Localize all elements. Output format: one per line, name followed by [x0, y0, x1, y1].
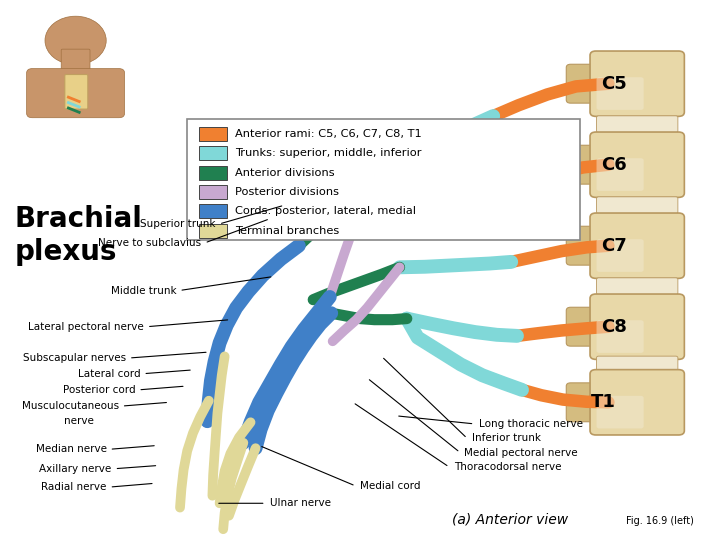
FancyBboxPatch shape	[590, 294, 684, 360]
Text: T1: T1	[590, 393, 616, 411]
Text: Cords: posterior, lateral, medial: Cords: posterior, lateral, medial	[235, 206, 416, 217]
FancyBboxPatch shape	[596, 77, 644, 110]
FancyBboxPatch shape	[566, 383, 603, 422]
Text: Axillary nerve: Axillary nerve	[40, 464, 112, 474]
Text: Anterior divisions: Anterior divisions	[235, 168, 335, 178]
Text: nerve: nerve	[64, 416, 94, 426]
Text: Thoracodorsal nerve: Thoracodorsal nerve	[454, 462, 561, 472]
Text: C7: C7	[601, 237, 627, 255]
FancyBboxPatch shape	[566, 64, 603, 103]
FancyBboxPatch shape	[27, 69, 125, 118]
Text: Lateral pectoral nerve: Lateral pectoral nerve	[28, 322, 144, 332]
FancyBboxPatch shape	[590, 213, 684, 279]
Text: Fig. 16.9 (left): Fig. 16.9 (left)	[626, 516, 694, 526]
Bar	[199, 166, 227, 180]
FancyBboxPatch shape	[566, 307, 603, 346]
Bar	[199, 146, 227, 160]
Text: Superior trunk: Superior trunk	[140, 219, 216, 229]
FancyBboxPatch shape	[590, 51, 684, 117]
Text: Lateral cord: Lateral cord	[78, 369, 140, 379]
Text: Brachial
plexus: Brachial plexus	[14, 205, 143, 266]
Text: (a) Anterior view: (a) Anterior view	[452, 512, 568, 526]
Text: Inferior trunk: Inferior trunk	[472, 434, 541, 443]
FancyBboxPatch shape	[65, 75, 88, 109]
Text: C6: C6	[601, 156, 627, 174]
FancyBboxPatch shape	[61, 49, 90, 76]
FancyBboxPatch shape	[596, 396, 644, 429]
Text: Trunks: superior, middle, inferior: Trunks: superior, middle, inferior	[235, 148, 422, 158]
Text: C5: C5	[601, 75, 627, 93]
Text: Median nerve: Median nerve	[35, 444, 107, 454]
Bar	[199, 127, 227, 141]
Text: Long thoracic nerve: Long thoracic nerve	[479, 419, 582, 429]
Text: Nerve to subclavius: Nerve to subclavius	[99, 238, 202, 248]
FancyBboxPatch shape	[596, 239, 644, 272]
FancyBboxPatch shape	[596, 356, 678, 373]
Text: Ulnar nerve: Ulnar nerve	[270, 498, 331, 508]
Ellipse shape	[45, 16, 107, 65]
Text: Radial nerve: Radial nerve	[41, 482, 107, 492]
FancyBboxPatch shape	[596, 278, 678, 295]
FancyBboxPatch shape	[566, 145, 603, 184]
Text: Musculocutaneous: Musculocutaneous	[22, 401, 119, 411]
FancyBboxPatch shape	[596, 197, 678, 213]
Text: C8: C8	[601, 318, 627, 336]
FancyBboxPatch shape	[566, 226, 603, 265]
Bar	[199, 185, 227, 199]
Text: Medial pectoral nerve: Medial pectoral nerve	[464, 448, 578, 457]
FancyBboxPatch shape	[590, 369, 684, 435]
Text: Anterior rami: C5, C6, C7, C8, T1: Anterior rami: C5, C6, C7, C8, T1	[235, 129, 422, 139]
FancyBboxPatch shape	[596, 158, 644, 191]
FancyBboxPatch shape	[187, 119, 580, 240]
Bar	[199, 224, 227, 238]
FancyBboxPatch shape	[596, 116, 678, 132]
Text: Middle trunk: Middle trunk	[111, 286, 176, 295]
FancyBboxPatch shape	[596, 320, 644, 353]
Text: Posterior divisions: Posterior divisions	[235, 187, 339, 197]
Text: Subscapular nerves: Subscapular nerves	[23, 353, 126, 363]
Text: Medial cord: Medial cord	[360, 481, 420, 491]
FancyBboxPatch shape	[590, 132, 684, 197]
Text: Terminal branches: Terminal branches	[235, 226, 340, 236]
Bar	[199, 205, 227, 219]
Text: Posterior cord: Posterior cord	[63, 385, 135, 395]
